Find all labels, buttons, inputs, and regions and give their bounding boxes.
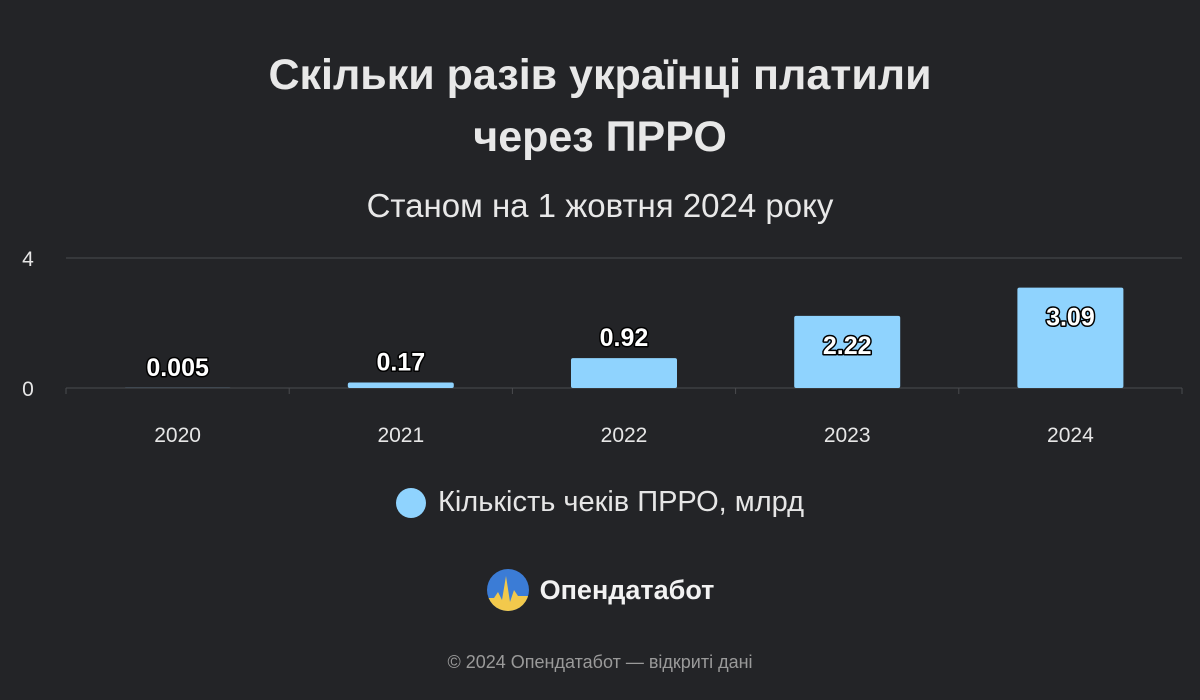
- data-labels: 0.005 0.17 0.92 2.22 3.09: [145, 302, 1096, 383]
- opendatabot-logo-icon: [486, 569, 529, 611]
- x-tick-label-2020: 2020: [154, 424, 201, 447]
- axis-ticks: 0 4 2020 2021 2022 2023 2024: [22, 248, 1094, 447]
- data-label-2020: 0.005: [146, 354, 209, 382]
- x-tick-label-2021: 2021: [377, 424, 424, 447]
- bar-2021[interactable]: [347, 382, 454, 388]
- chart-subtitle: Станом на 1 жовтня 2024 року: [366, 187, 834, 224]
- legend-label: Кількість чеків ПРРО, млрд: [437, 486, 805, 518]
- brand-name: Опендатабот: [539, 574, 715, 605]
- chart-title-line-1: Скільки разів українці платили: [268, 51, 932, 99]
- x-tick-label-2024: 2024: [1047, 424, 1094, 447]
- data-label-2023: 2.22: [823, 332, 872, 360]
- bars: [124, 287, 1124, 388]
- x-tick-label-2022: 2022: [601, 424, 648, 447]
- bar-2024[interactable]: [1017, 287, 1124, 388]
- legend-swatch-icon: [395, 487, 426, 518]
- y-tick-label-0: 0: [22, 378, 34, 401]
- chart-title: Скільки разів українці платили через ПРР…: [0, 44, 1200, 168]
- bar-2023[interactable]: [794, 315, 901, 388]
- x-tick-label-2023: 2023: [824, 424, 871, 447]
- y-tick-label-1: 4: [22, 248, 34, 271]
- brand-logo: Опендатабот: [0, 568, 1200, 612]
- footer-credit: © 2024 Опендатабот — відкриті дані: [447, 652, 753, 672]
- bar-chart: 0 4 2020 2021 2022 2023 2024 0.005 0.17 0.92 2.22…: [22, 248, 1183, 447]
- legend[interactable]: Кількість чеків ПРРО, млрд: [0, 486, 1200, 519]
- data-label-2024: 3.09: [1046, 304, 1095, 332]
- data-label-2021: 0.17: [376, 348, 425, 376]
- bar-2022[interactable]: [571, 358, 677, 388]
- chart-title-line-2: через ПРРО: [473, 113, 727, 161]
- data-label-2022: 0.92: [600, 324, 649, 352]
